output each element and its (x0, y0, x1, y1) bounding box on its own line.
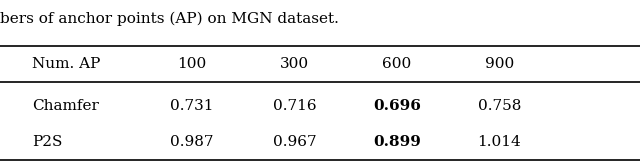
Text: 0.987: 0.987 (170, 135, 214, 149)
Text: 600: 600 (382, 57, 412, 71)
Text: Num. AP: Num. AP (32, 57, 100, 71)
Text: Chamfer: Chamfer (32, 99, 99, 113)
Text: 0.899: 0.899 (373, 135, 420, 149)
Text: bers of anchor points (AP) on MGN dataset.: bers of anchor points (AP) on MGN datase… (0, 11, 339, 26)
Text: 0.731: 0.731 (170, 99, 214, 113)
Text: 0.758: 0.758 (477, 99, 521, 113)
Text: 100: 100 (177, 57, 207, 71)
Text: 0.696: 0.696 (373, 99, 420, 113)
Text: 900: 900 (484, 57, 514, 71)
Text: 0.967: 0.967 (273, 135, 316, 149)
Text: 0.716: 0.716 (273, 99, 316, 113)
Text: 300: 300 (280, 57, 309, 71)
Text: 1.014: 1.014 (477, 135, 521, 149)
Text: P2S: P2S (32, 135, 62, 149)
